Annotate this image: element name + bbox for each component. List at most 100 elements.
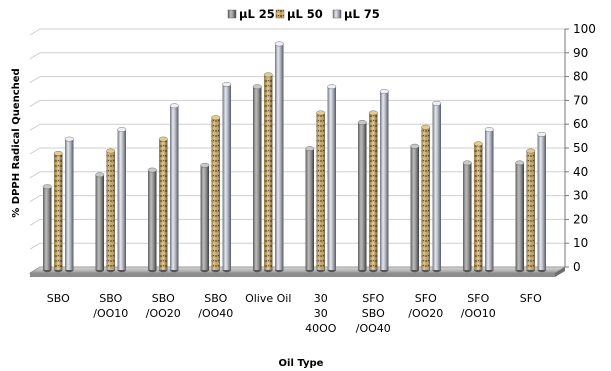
bar-body — [515, 162, 524, 270]
bar-body — [170, 105, 179, 270]
bar-cap — [200, 162, 210, 168]
x-axis-title: Oil Type — [279, 358, 324, 369]
bar-body — [253, 86, 262, 271]
gridlines — [29, 28, 565, 274]
bar — [316, 110, 326, 273]
gridline — [29, 147, 565, 155]
bar — [327, 84, 337, 273]
bar-shade — [369, 112, 378, 270]
bar-body — [432, 103, 441, 271]
bar — [484, 127, 494, 273]
bar — [106, 148, 116, 273]
bar-shade — [264, 74, 273, 270]
bar-cap — [515, 160, 525, 166]
bars — [42, 41, 547, 273]
gridline — [29, 195, 565, 203]
bar-cap — [379, 89, 389, 94]
gridline — [29, 171, 565, 179]
legend: μL 25 μL 50 μL 75 — [227, 7, 380, 21]
legend-label: μL 25 — [239, 7, 275, 21]
y-tick-label: 90 — [573, 46, 588, 60]
gridline — [29, 123, 565, 131]
y-tick-label: 80 — [573, 70, 588, 84]
bar-body — [222, 84, 231, 270]
x-axis: SBO SBO/OO10 SBO/OO20 SBO/OO40 Olive Oil 30 30… — [47, 292, 542, 335]
bar — [169, 103, 179, 273]
bar — [95, 172, 105, 273]
bar-body — [358, 122, 367, 270]
legend-swatch — [275, 9, 285, 19]
x-tick-label: 30 — [314, 292, 328, 305]
legend-swatch — [227, 9, 237, 19]
gridline — [29, 76, 565, 84]
x-tick-label: SFO — [362, 292, 384, 305]
bar-body — [485, 129, 494, 270]
y-tick-label: 0 — [573, 260, 581, 274]
bar-cap — [410, 143, 420, 149]
bar — [410, 143, 420, 273]
gridline — [29, 99, 565, 107]
bar — [305, 146, 315, 273]
bar-cap — [64, 136, 74, 142]
bar — [252, 84, 262, 273]
bar-cap — [368, 110, 378, 116]
bar-shade — [421, 127, 430, 270]
bar — [421, 124, 431, 273]
bar-cap — [263, 72, 273, 78]
bar-shade — [316, 112, 325, 270]
x-tick-label: SBO — [99, 292, 122, 305]
legend-label: μL 50 — [287, 7, 323, 21]
y-tick-label: 60 — [573, 117, 588, 131]
y-tick-label: 20 — [573, 212, 588, 226]
bar — [368, 110, 378, 273]
legend-label: μL 75 — [344, 7, 380, 21]
bar-shade — [159, 139, 168, 270]
bar — [42, 184, 52, 273]
bar-cap — [305, 146, 315, 152]
bar-cap — [42, 184, 52, 190]
bar-cap — [484, 127, 494, 132]
bar — [526, 148, 536, 273]
y-tick-label: 100 — [573, 22, 596, 36]
gridline — [29, 242, 565, 250]
gridline — [29, 52, 565, 60]
bar — [537, 131, 547, 273]
bar-shade — [106, 151, 115, 270]
bar-body — [200, 165, 209, 270]
x-tick-label: SFO — [520, 292, 542, 305]
bar-body — [305, 148, 314, 270]
bar-cap — [274, 41, 284, 47]
bar-shade — [54, 153, 63, 270]
bar-body — [537, 134, 546, 270]
y-tick-label: 40 — [573, 165, 588, 179]
x-tick-label: /OO40 — [198, 307, 233, 320]
y-axis: 0 10 20 30 40 50 60 70 80 90 100 — [564, 22, 596, 274]
bar-cap — [327, 84, 337, 90]
gridline — [29, 28, 565, 36]
bar-cap — [316, 110, 326, 116]
bar-body — [117, 129, 126, 270]
bar-cap — [462, 160, 472, 166]
bar-shade — [211, 117, 220, 271]
bar — [379, 89, 389, 273]
bar — [357, 120, 367, 273]
bar-cap — [211, 115, 221, 121]
x-tick-label: 40OO — [305, 322, 337, 335]
bar — [263, 72, 273, 273]
bar-body — [380, 91, 389, 270]
x-tick-label: /OO20 — [408, 307, 443, 320]
bar — [200, 162, 210, 273]
x-tick-label: /OO10 — [461, 307, 496, 320]
bar-cap — [526, 148, 536, 154]
x-tick-label: SBO — [362, 307, 385, 320]
bar-body — [95, 174, 104, 270]
bar-body — [410, 146, 419, 270]
bar-cap — [432, 101, 442, 106]
x-tick-label: SFO — [467, 292, 489, 305]
bar-body — [43, 186, 52, 270]
bar-cap — [421, 124, 431, 130]
bar-shade — [474, 143, 483, 270]
bar — [432, 101, 442, 273]
